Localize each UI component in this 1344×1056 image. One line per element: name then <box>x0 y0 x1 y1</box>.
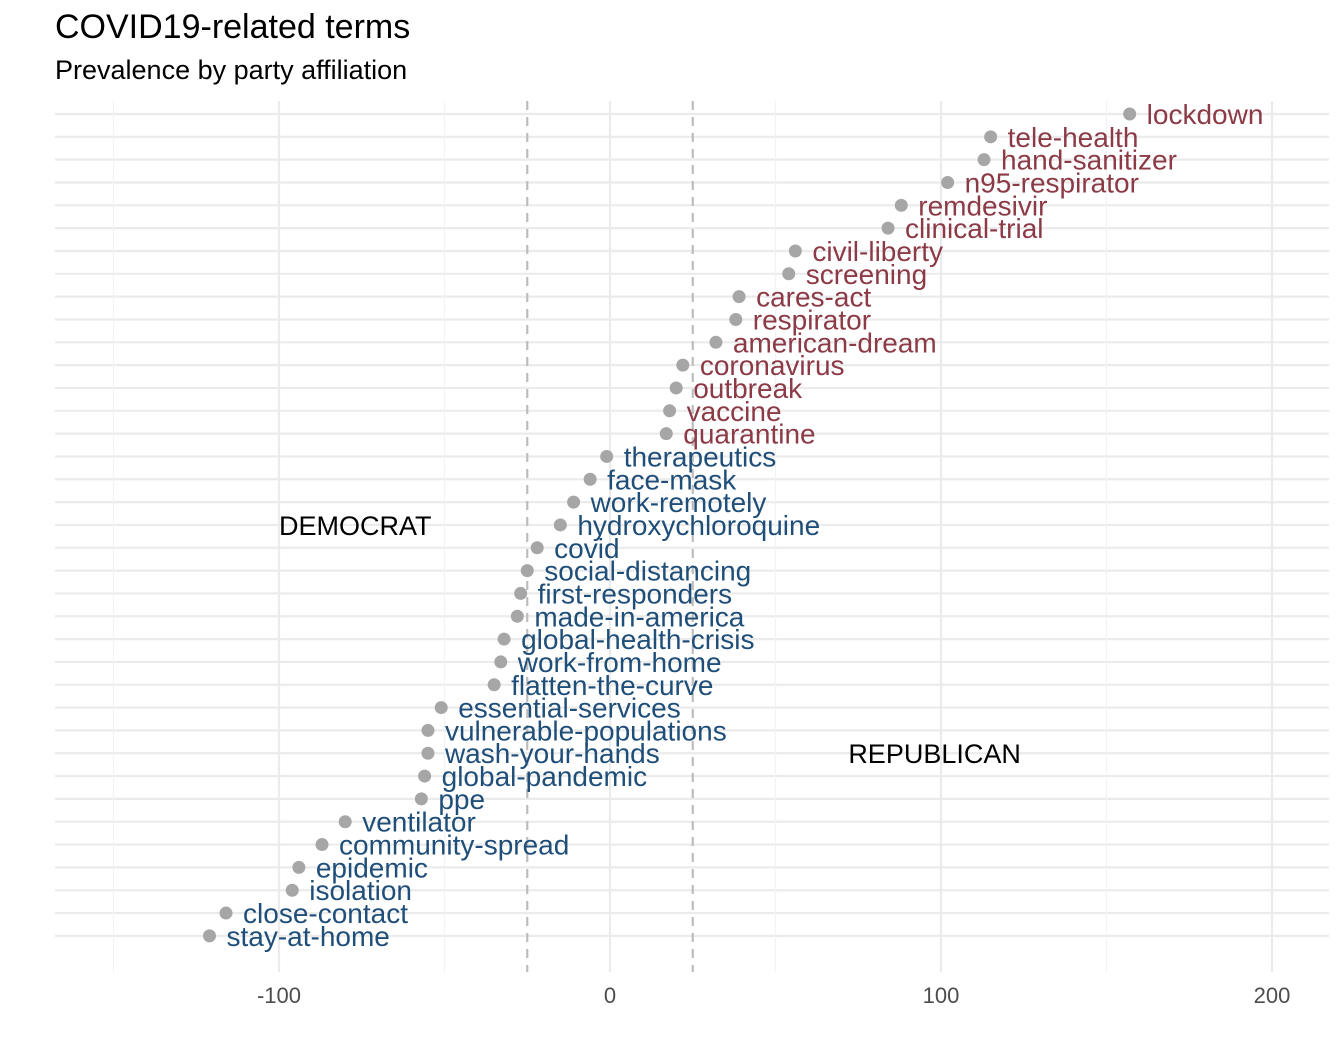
data-point <box>659 427 673 441</box>
data-point <box>418 769 432 783</box>
data-point <box>421 746 435 760</box>
data-point <box>338 815 352 829</box>
term-label: vulnerable-populations <box>445 715 727 746</box>
term-label: ventilator <box>362 807 476 838</box>
points-layer <box>202 107 1137 943</box>
term-label: civil-liberty <box>812 236 943 267</box>
data-point <box>669 381 683 395</box>
term-label: wash-your-hands <box>444 738 660 769</box>
term-label: lockdown <box>1147 99 1264 130</box>
data-point <box>977 153 991 167</box>
party-annotations: DEMOCRAT REPUBLICAN <box>279 511 1021 769</box>
term-label: work-from-home <box>517 647 722 678</box>
data-point <box>530 541 544 555</box>
term-label: tele-health <box>1008 122 1139 153</box>
x-tick-label: 200 <box>1254 983 1291 1008</box>
data-point <box>941 175 955 189</box>
term-label: outbreak <box>693 373 803 404</box>
data-point <box>520 564 534 578</box>
data-point <box>600 449 614 463</box>
term-label: global-pandemic <box>442 761 647 792</box>
term-label: remdesivir <box>918 190 1047 221</box>
data-point <box>202 929 216 943</box>
term-label: cares-act <box>756 282 871 313</box>
term-label: covid <box>554 533 619 564</box>
party-annotation: REPUBLICAN <box>848 739 1021 769</box>
data-point <box>553 518 567 532</box>
x-tick-label: -100 <box>257 983 301 1008</box>
data-point <box>315 838 329 852</box>
data-point <box>434 701 448 715</box>
term-label: flatten-the-curve <box>511 670 713 701</box>
data-point <box>494 655 508 669</box>
term-label: coronavirus <box>700 350 845 381</box>
term-label: global-health-crisis <box>521 624 754 655</box>
term-label: quarantine <box>683 419 815 450</box>
data-point <box>881 221 895 235</box>
data-point <box>729 312 743 326</box>
data-point <box>292 860 306 874</box>
data-point <box>894 198 908 212</box>
data-point <box>497 632 511 646</box>
term-label: made-in-america <box>534 601 744 632</box>
data-point <box>567 495 581 509</box>
x-axis-ticks: -100 0 100 200 <box>257 983 1290 1008</box>
term-label: american-dream <box>733 327 937 358</box>
data-point <box>514 586 528 600</box>
data-point <box>219 906 233 920</box>
term-label: hand-sanitizer <box>1001 145 1177 176</box>
x-tick-label: 0 <box>604 983 616 1008</box>
term-label: screening <box>806 259 927 290</box>
data-point <box>1123 107 1137 121</box>
term-label: n95-respirator <box>965 167 1139 198</box>
term-label: social-distancing <box>544 556 751 587</box>
term-label: stay-at-home <box>226 921 389 952</box>
data-point <box>782 267 796 281</box>
reference-lines <box>526 101 694 972</box>
data-point <box>285 883 299 897</box>
term-label: respirator <box>753 304 871 335</box>
data-point <box>984 130 998 144</box>
data-point <box>676 358 690 372</box>
term-label: face-mask <box>607 464 737 495</box>
party-annotation: DEMOCRAT <box>279 511 432 541</box>
chart-subtitle: Prevalence by party affiliation <box>55 55 408 85</box>
data-point <box>421 723 435 737</box>
x-tick-label: 100 <box>923 983 960 1008</box>
data-point <box>663 404 677 418</box>
term-label: clinical-trial <box>905 213 1043 244</box>
term-label: work-remotely <box>590 487 767 518</box>
data-point <box>709 335 723 349</box>
term-label: vaccine <box>687 396 782 427</box>
data-point <box>510 609 524 623</box>
data-point <box>487 678 501 692</box>
term-label: hydroxychloroquine <box>577 510 820 541</box>
term-label: therapeutics <box>624 441 777 472</box>
term-label: first-responders <box>538 578 733 609</box>
data-point <box>414 792 428 806</box>
term-label: ppe <box>438 784 485 815</box>
term-label: epidemic <box>316 852 428 883</box>
chart-title: COVID19-related terms <box>55 8 411 46</box>
term-label: close-contact <box>243 898 408 929</box>
term-label: community-spread <box>339 830 569 861</box>
term-label: isolation <box>309 875 412 906</box>
term-labels-layer: lockdown tele-healthhand-sanitizern95-res… <box>226 99 1263 952</box>
data-point <box>788 244 802 258</box>
term-label: essential-services <box>458 693 681 724</box>
data-point <box>732 290 746 304</box>
data-point <box>583 472 597 486</box>
